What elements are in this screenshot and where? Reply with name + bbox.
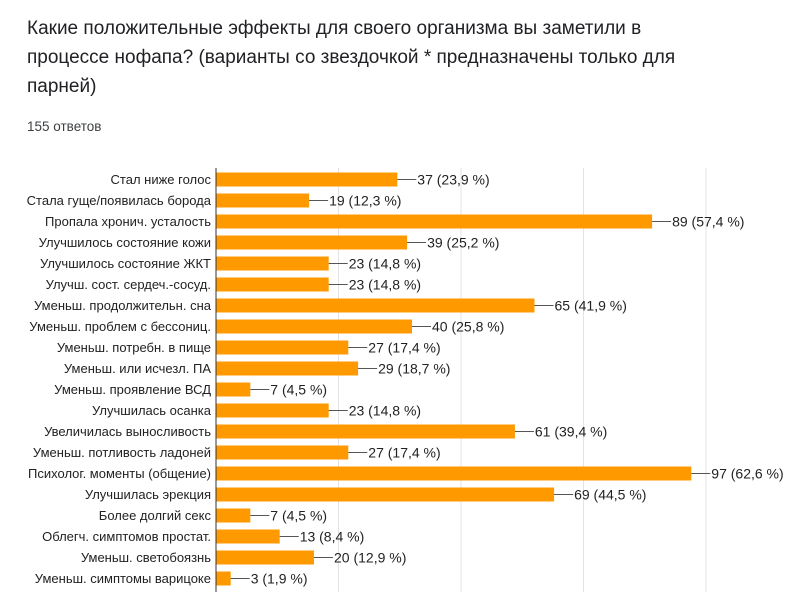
category-label: Уменьш. проблем с бессониц.	[29, 319, 211, 334]
category-label: Уменьш. проявление ВСД	[54, 382, 211, 397]
category-label: Уменьш. потребн. в пище	[57, 340, 211, 355]
data-label: 97 (62,6 %)	[711, 466, 783, 482]
bar	[216, 256, 329, 271]
category-label: Улучшилась осанка	[92, 403, 212, 418]
category-label: Уменьш. или исчезл. ПА	[64, 361, 211, 376]
category-label: Улучшилось состояние кожи	[39, 235, 211, 250]
data-label: 65 (41,9 %)	[555, 298, 627, 314]
data-label: 29 (18,7 %)	[378, 361, 450, 377]
bar	[216, 193, 310, 208]
bar	[216, 172, 398, 187]
grid-lines	[338, 168, 707, 592]
data-label: 23 (14,8 %)	[349, 277, 421, 293]
category-label: Облегч. симптомов простат.	[42, 529, 211, 544]
bar	[216, 298, 535, 313]
data-label: 20 (12,9 %)	[334, 550, 406, 566]
category-label: Уменьш. симптомы варицоке	[35, 571, 211, 586]
bar	[216, 466, 692, 481]
bar	[216, 508, 251, 523]
category-label: Стала гуще/появилась борода	[27, 193, 212, 208]
category-label: Более долгий секс	[99, 508, 212, 523]
bar	[216, 382, 251, 397]
data-label: 27 (17,4 %)	[368, 340, 440, 356]
bar	[216, 445, 349, 460]
data-label: 69 (44,5 %)	[574, 487, 646, 503]
category-label: Улучшилась эрекция	[85, 487, 211, 502]
data-label: 27 (17,4 %)	[368, 445, 440, 461]
category-label: Стал ниже голос	[111, 172, 212, 187]
category-label: Улучш. сост. сердеч.-сосуд.	[46, 277, 211, 292]
data-label: 23 (14,8 %)	[349, 256, 421, 272]
category-label: Пропала хронич. усталость	[45, 214, 211, 229]
data-label: 61 (39,4 %)	[535, 424, 607, 440]
category-label: Уменьш. потливость ладоней	[33, 445, 211, 460]
data-label: 13 (8,4 %)	[300, 529, 365, 545]
bars	[216, 172, 692, 586]
bar	[216, 529, 280, 544]
question-title: Какие положительные эффекты для своего о…	[27, 18, 676, 97]
bar	[216, 235, 408, 250]
category-label: Увеличилась выносливость	[44, 424, 211, 439]
data-label: 37 (23,9 %)	[417, 172, 489, 188]
labels: 37 (23,9 %) Стал ниже голос 19 (12,3 %) Ста…	[27, 172, 784, 587]
bar	[216, 319, 412, 334]
bar	[216, 403, 329, 418]
data-label: 39 (25,2 %)	[427, 235, 499, 251]
bar	[216, 571, 231, 586]
bar	[216, 550, 314, 565]
data-label: 19 (12,3 %)	[329, 193, 401, 209]
data-label: 7 (4,5 %)	[270, 508, 327, 524]
bar	[216, 424, 515, 439]
data-label: 40 (25,8 %)	[432, 319, 504, 335]
bar	[216, 361, 359, 376]
bar	[216, 277, 329, 292]
data-label: 23 (14,8 %)	[349, 403, 421, 419]
category-label: Улучшилось состояние ЖКТ	[40, 256, 211, 271]
data-label: 3 (1,9 %)	[251, 571, 308, 587]
response-count: 155 ответов	[27, 119, 102, 134]
data-label: 7 (4,5 %)	[270, 382, 327, 398]
category-label: Уменьш. продолжительн. сна	[34, 298, 212, 313]
bar	[216, 487, 555, 502]
data-label: 89 (57,4 %)	[672, 214, 744, 230]
category-label: Психолог. моменты (общение)	[28, 466, 211, 481]
bar	[216, 214, 653, 229]
category-label: Уменьш. светобоязнь	[81, 550, 211, 565]
bar	[216, 340, 349, 355]
